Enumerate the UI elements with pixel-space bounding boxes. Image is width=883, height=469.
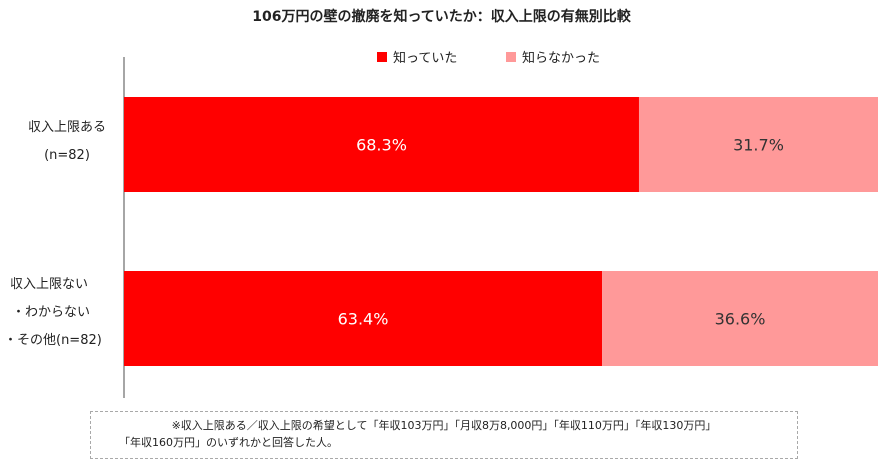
data-label-did-not-know-2: 36.6% — [715, 310, 766, 329]
bar-knew-2 — [124, 271, 603, 366]
category-label-2: 収入上限ない ・わからない ・その他(n=82) — [4, 271, 102, 355]
data-label-knew-1: 68.3% — [356, 136, 407, 155]
legend-item-did-not-know: 知らなかった — [506, 47, 600, 66]
data-label-knew-2: 63.4% — [338, 310, 389, 329]
category-label-2-line-1: 収入上限ない — [10, 277, 89, 292]
category-label-2-line-2: ・わからない — [12, 305, 91, 320]
bar-did-not-know-2 — [602, 271, 878, 366]
footnote-line-1: ※収入上限ある／収入上限の希望として「年収103万円」「月収8万8,000円」「… — [171, 419, 717, 432]
category-label-2-line-3: ・その他(n=82) — [4, 333, 102, 348]
chart-title: 106万円の壁の撤廃を知っていたか：収入上限の有無別比較 — [252, 9, 631, 25]
bar-knew-1 — [124, 97, 639, 192]
category-label-1-line-1: 収入上限ある — [27, 120, 106, 135]
category-label-1: 収入上限ある (n=82) — [22, 114, 112, 170]
category-label-1-line-2: (n=82) — [44, 148, 90, 163]
data-label-did-not-know-1: 31.7% — [733, 136, 784, 155]
legend-label-did-not-know: 知らなかった — [522, 51, 601, 66]
legend-label-knew: 知っていた — [393, 51, 458, 66]
legend-swatch-did-not-know — [506, 51, 516, 62]
legend-swatch-knew — [377, 51, 387, 62]
legend-item-knew: 知っていた — [377, 47, 457, 66]
bar-did-not-know-1 — [638, 97, 878, 192]
legend: 知っていた 知らなかった — [0, 47, 883, 67]
footnote-line-2: 「年収160万円」のいずれかと回答した人。 — [119, 436, 338, 449]
footnote: ※収入上限ある／収入上限の希望として「年収103万円」「月収8万8,000円」「… — [90, 411, 798, 459]
